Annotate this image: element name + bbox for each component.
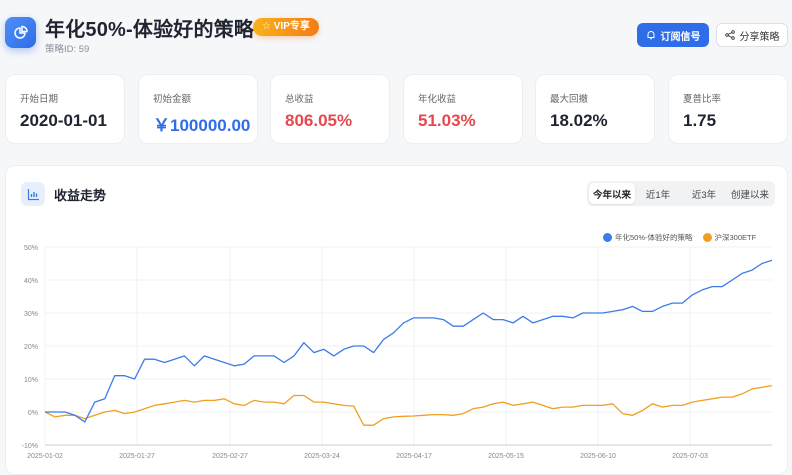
legend-item[interactable]: 年化50%-体验好的策略 [603, 232, 693, 243]
strategy-id: 策略ID: 59 [45, 44, 90, 55]
y-tick-label: 30% [24, 311, 38, 318]
stat-label: 最大回撤 [550, 94, 589, 105]
share-strategy-button[interactable]: 分享策略 [716, 23, 788, 47]
stat-value: 18.02% [550, 111, 608, 130]
strategy-logo [5, 17, 36, 48]
pie-chart-icon [13, 25, 28, 39]
x-tick-label: 2025-05-15 [488, 453, 524, 460]
x-tick-label: 2025-01-02 [27, 453, 63, 460]
subscribe-label: 订阅信号 [660, 31, 701, 43]
series-line [44, 384, 773, 426]
x-tick-label: 2025-02-27 [212, 453, 248, 460]
period-tabs: 今年以来 近1年 近3年 创建以来 [587, 181, 775, 206]
bell-icon [647, 31, 654, 40]
subscribe-signal-button[interactable]: 订阅信号 [637, 23, 709, 47]
tab-period[interactable]: 近1年 [645, 189, 671, 201]
legend-item[interactable]: 沪深300ETF [702, 232, 757, 243]
vip-badge: ☆ VIP专享 [253, 18, 319, 36]
tab-period[interactable]: 创建以来 [730, 189, 769, 201]
stat-value: ￥100000.00 [153, 116, 251, 135]
stat-value: 806.05% [285, 111, 353, 130]
stat-label: 年化收益 [418, 94, 457, 105]
stat-label: 开始日期 [20, 94, 59, 105]
series-line [45, 259, 773, 423]
tab-period[interactable]: 今年以来 [589, 183, 635, 204]
y-tick-label: -10% [22, 443, 38, 450]
stat-card: 开始日期 2020-01-01 [5, 74, 125, 144]
stat-card: 年化收益 51.03% [403, 74, 523, 144]
stat-label: 夏普比率 [683, 94, 722, 105]
panel-title: 收益走势 [54, 188, 107, 203]
y-tick-label: 40% [24, 278, 38, 285]
x-tick-label: 2025-03-24 [304, 453, 340, 460]
stat-card: 总收益 806.05% [270, 74, 390, 144]
y-tick-label: 0% [28, 410, 38, 417]
x-tick-label: 2025-06-10 [580, 453, 616, 460]
y-tick-label: 20% [24, 344, 38, 351]
stat-card: 初始金额 ￥100000.00 [138, 74, 258, 144]
legend-label: 年化50%-体验好的策略 [615, 233, 693, 242]
stat-card: 夏普比率 1.75 [668, 74, 788, 144]
y-tick-label: 10% [24, 377, 38, 384]
legend-label: 沪深300ETF [714, 233, 757, 242]
x-tick-label: 2025-01-27 [119, 453, 155, 460]
tab-period[interactable]: 近3年 [691, 189, 717, 201]
share-label: 分享策略 [739, 31, 780, 43]
stat-value: 51.03% [418, 111, 476, 130]
page-title: 年化50%-体验好的策略 [45, 19, 255, 41]
stat-value: 1.75 [683, 111, 717, 130]
x-tick-label: 2025-07-03 [672, 453, 708, 460]
chart-legend: 年化50%-体验好的策略 沪深300ETF [603, 232, 756, 243]
returns-chart-panel: 收益走势 今年以来 近1年 近3年 创建以来 年化50%-体验好的策略 沪深300ETF [5, 165, 788, 475]
share-icon [724, 30, 735, 40]
legend-dot [603, 233, 612, 242]
y-tick-label: 50% [24, 245, 38, 252]
stat-label: 总收益 [285, 94, 314, 105]
bar-chart-icon [21, 182, 45, 206]
stat-card: 最大回撤 18.02% [535, 74, 655, 144]
stat-value: 2020-01-01 [20, 111, 107, 130]
legend-dot [702, 233, 712, 242]
x-tick-label: 2025-04-17 [396, 453, 432, 460]
stat-label: 初始金额 [153, 94, 192, 105]
